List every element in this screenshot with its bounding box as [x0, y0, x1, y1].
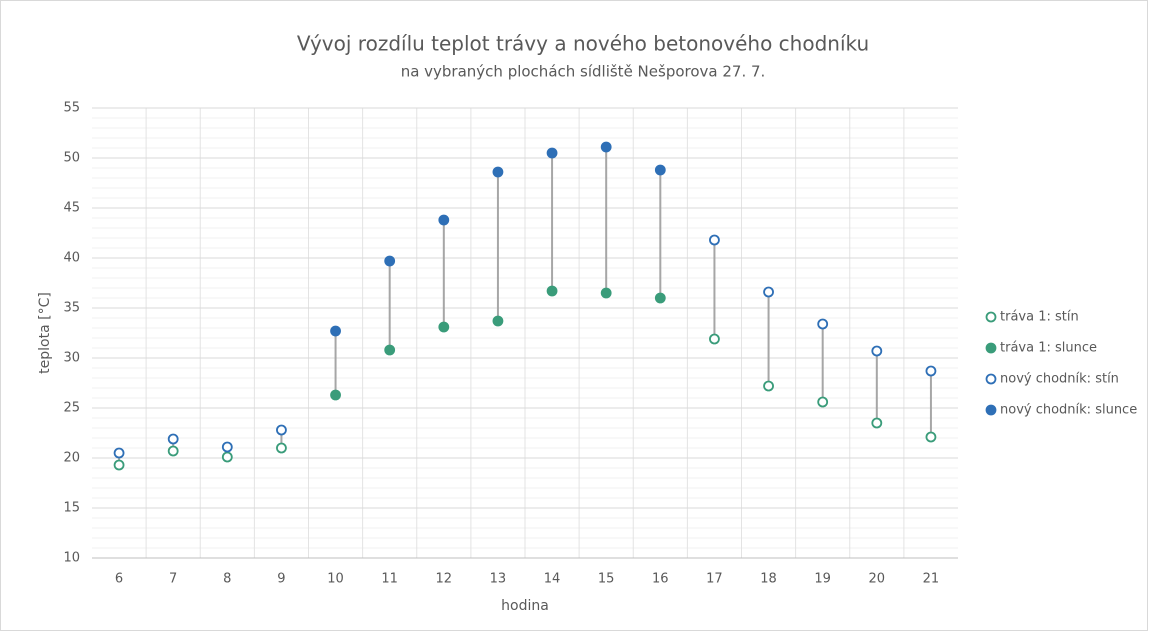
legend-marker [985, 373, 997, 385]
x-tick-label: 17 [706, 572, 723, 587]
y-tick-label: 30 [63, 351, 80, 366]
data-point [438, 214, 450, 226]
data-point [384, 344, 396, 356]
data-point [113, 459, 125, 471]
x-tick-label: 16 [652, 572, 669, 587]
x-tick-label: 14 [544, 572, 561, 587]
data-point [384, 255, 396, 267]
data-point [600, 287, 612, 299]
data-point [925, 431, 937, 443]
x-tick-label: 18 [760, 572, 777, 587]
legend-label: tráva 1: stín [1000, 310, 1079, 325]
legend-label: nový chodník: stín [1000, 372, 1119, 387]
data-point [654, 292, 666, 304]
x-tick-label: 7 [169, 572, 177, 587]
y-tick-label: 50 [63, 151, 80, 166]
y-axis-label: teplota [°C] [37, 292, 53, 374]
chart-subtitle: na vybraných plochách sídliště Nešporova… [401, 63, 766, 81]
y-tick-label: 20 [63, 451, 80, 466]
y-tick-label: 15 [63, 501, 80, 516]
y-tick-label: 45 [63, 201, 80, 216]
x-tick-label: 19 [814, 572, 831, 587]
legend-label: nový chodník: slunce [1000, 403, 1137, 418]
data-point [763, 380, 774, 392]
y-tick-label: 40 [63, 251, 80, 266]
x-tick-label: 11 [381, 572, 398, 587]
data-point [221, 451, 233, 463]
x-tick-label: 12 [436, 572, 453, 587]
x-tick-label: 10 [327, 572, 344, 587]
data-point [492, 166, 504, 178]
data-point [925, 365, 937, 377]
data-point [438, 321, 450, 333]
data-point [221, 441, 233, 453]
data-point [654, 164, 666, 176]
data-point [709, 234, 720, 246]
data-point [113, 447, 125, 459]
y-tick-label: 55 [63, 101, 80, 116]
x-axis-label: hodina [501, 598, 549, 614]
x-tick-label: 13 [490, 572, 507, 587]
data-point [330, 325, 341, 337]
data-point [167, 433, 179, 445]
legend-marker [985, 342, 997, 354]
x-tick-label: 6 [115, 572, 123, 587]
chart-title: Vývoj rozdílu teplot trávy a nového beto… [297, 32, 869, 56]
data-point [871, 417, 883, 429]
data-point [330, 389, 341, 401]
data-point [817, 318, 829, 330]
data-point [546, 147, 558, 159]
x-tick-label: 9 [277, 572, 285, 587]
x-tick-label: 20 [869, 572, 886, 587]
data-point [167, 445, 179, 457]
y-tick-label: 25 [63, 401, 80, 416]
y-tick-label: 10 [63, 551, 80, 566]
x-tick-label: 8 [223, 572, 231, 587]
legend-marker [985, 404, 997, 416]
legend-marker [985, 311, 997, 323]
data-point [763, 286, 774, 298]
x-tick-label: 21 [923, 572, 940, 587]
data-point [600, 141, 612, 153]
x-tick-label: 15 [598, 572, 615, 587]
data-point [817, 396, 829, 408]
data-point [276, 424, 287, 436]
data-point [492, 315, 504, 327]
y-tick-label: 35 [63, 301, 80, 316]
data-point [276, 442, 287, 454]
legend-label: tráva 1: slunce [1000, 341, 1097, 356]
data-point [871, 345, 883, 357]
data-point [546, 285, 558, 297]
data-point [709, 333, 720, 345]
